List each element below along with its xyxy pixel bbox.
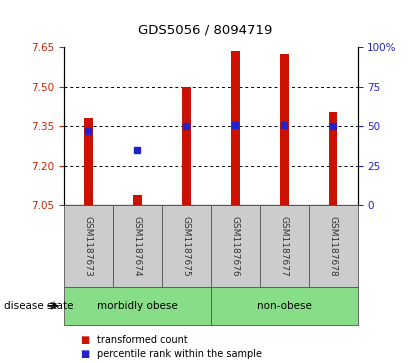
Bar [64, 287, 210, 325]
Text: GSM1187674: GSM1187674 [133, 216, 142, 276]
Bar [260, 205, 309, 287]
Bar [162, 205, 211, 287]
Text: disease state: disease state [4, 301, 74, 311]
Bar [309, 205, 358, 287]
Bar [182, 87, 191, 205]
Bar [280, 54, 289, 205]
Text: ■: ■ [80, 349, 90, 359]
Bar [84, 118, 92, 205]
Text: morbidly obese: morbidly obese [97, 301, 178, 311]
Text: transformed count: transformed count [97, 335, 187, 345]
Text: GSM1187673: GSM1187673 [84, 216, 93, 276]
Bar [211, 205, 260, 287]
Bar [64, 205, 113, 287]
Bar [211, 287, 358, 325]
Text: GDS5056 / 8094719: GDS5056 / 8094719 [139, 24, 272, 37]
Text: GSM1187678: GSM1187678 [328, 216, 337, 276]
Text: GSM1187677: GSM1187677 [279, 216, 289, 276]
Text: non-obese: non-obese [256, 301, 312, 311]
Text: GSM1187675: GSM1187675 [182, 216, 191, 276]
Text: GSM1187676: GSM1187676 [231, 216, 240, 276]
Bar [329, 112, 337, 205]
Bar [113, 205, 162, 287]
Bar [133, 195, 141, 205]
Text: percentile rank within the sample: percentile rank within the sample [97, 349, 261, 359]
Text: ■: ■ [80, 335, 90, 345]
Bar [231, 51, 240, 205]
